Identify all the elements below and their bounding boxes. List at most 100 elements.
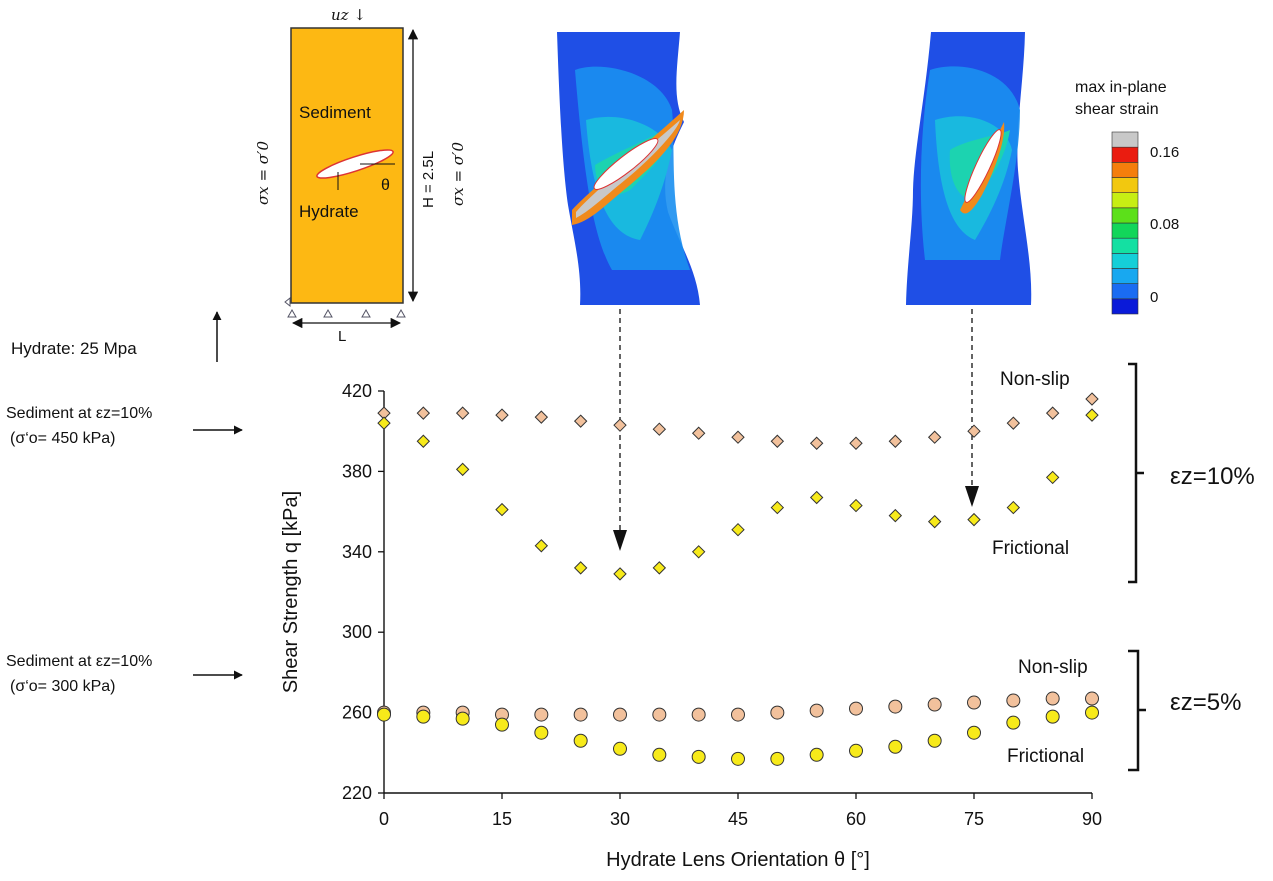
colorbar-swatches: [1111, 131, 1139, 315]
left-stress-label: σx = σ′0: [254, 141, 272, 205]
data-point-ez5-frictional: [1006, 715, 1021, 730]
data-point-ez10-nonslip: [495, 408, 509, 422]
data-point-ez5-nonslip: [534, 707, 549, 722]
x-tick-label: 0: [379, 809, 389, 829]
colorbar-swatch: [1111, 162, 1139, 178]
label-nonslip-10: Non-slip: [1000, 369, 1070, 390]
y-tick-label: 380: [342, 461, 372, 481]
data-point-ez5-frictional: [534, 725, 549, 740]
data-point-ez10-nonslip: [573, 414, 588, 428]
data-point-ez10-nonslip: [1045, 406, 1060, 420]
y-tick-label: 220: [342, 783, 372, 803]
data-point-ez5-frictional: [770, 751, 785, 766]
data-point-ez10-nonslip: [809, 436, 824, 450]
data-point-ez5-nonslip: [849, 701, 863, 716]
data-points: [377, 392, 1099, 766]
data-point-ez5-nonslip: [731, 707, 745, 722]
colorbar-swatch: [1111, 268, 1139, 284]
y-tick-label: 420: [342, 381, 372, 401]
data-point-ez10-nonslip: [927, 430, 942, 444]
data-point-ez10-nonslip: [888, 434, 903, 448]
data-point-ez10-nonslip: [455, 406, 470, 420]
x-tick-label: 30: [610, 809, 630, 829]
height-label: H = 2.5L: [420, 151, 437, 208]
roller-supports: [284, 296, 406, 318]
colorbar-title-line2: shear strain: [1075, 101, 1159, 118]
data-point-ez5-frictional: [888, 739, 903, 754]
sediment-label: Sediment: [299, 103, 371, 122]
data-point-ez5-frictional: [377, 707, 391, 722]
data-point-ez10-nonslip: [967, 424, 981, 438]
left-annotations: Hydrate: 25 Mpa Sediment at εz=10% (σ‘o=…: [6, 311, 243, 695]
colorbar-swatch: [1111, 298, 1139, 315]
fem-panel-theta-30: [557, 32, 700, 305]
x-tick-label: 75: [964, 809, 984, 829]
colorbar-swatch: [1111, 222, 1139, 239]
data-point-ez10-frictional: [770, 500, 785, 515]
colorbar: max in-plane shear strain 0.16 0.08 0: [1075, 79, 1179, 315]
data-point-ez5-frictional: [573, 733, 588, 748]
data-point-ez10-frictional: [613, 567, 627, 581]
label-nonslip-5: Non-slip: [1018, 657, 1088, 678]
data-point-ez10-frictional: [495, 502, 509, 517]
y-tick-label: 260: [342, 703, 372, 723]
plot: 0 15 30 45 60 75 90 220 260 300 340 380 420 Hydrate…: [280, 309, 1255, 871]
data-point-ez5-frictional: [652, 747, 667, 762]
data-point-ez5-frictional: [809, 747, 824, 762]
colorbar-swatch: [1111, 207, 1139, 224]
data-point-ez10-frictional: [967, 512, 981, 527]
group-label-ez10: εz=10%: [1170, 463, 1255, 490]
data-point-ez10-nonslip: [1006, 416, 1021, 430]
sediment-450-line1: Sediment at εz=10%: [6, 405, 152, 422]
sediment-300-line1: Sediment at εz=10%: [6, 653, 152, 670]
sediment-450-line2: (σ‘o= 450 kPa): [10, 430, 115, 447]
data-point-ez5-nonslip: [1006, 693, 1021, 708]
data-point-ez5-frictional: [967, 725, 981, 740]
data-point-ez5-frictional: [927, 733, 942, 748]
colorbar-swatch: [1111, 283, 1139, 300]
data-point-ez5-frictional: [455, 711, 470, 726]
colorbar-swatch: [1111, 131, 1139, 148]
data-point-ez10-nonslip: [534, 410, 549, 424]
data-point-ez5-frictional: [691, 749, 706, 764]
data-point-ez5-nonslip: [652, 707, 667, 722]
data-point-ez10-frictional: [888, 508, 903, 523]
fem-panel-theta-75: [906, 32, 1032, 305]
hydrate-annotation: Hydrate: 25 Mpa: [11, 339, 137, 358]
data-point-ez10-frictional: [927, 514, 942, 529]
data-point-ez5-frictional: [1045, 709, 1060, 724]
colorbar-swatch: [1111, 192, 1139, 209]
data-point-ez10-frictional: [691, 545, 706, 559]
data-point-ez5-nonslip: [1045, 691, 1060, 706]
y-ticks: 220 260 300 340 380 420: [342, 381, 384, 803]
colorbar-title-line1: max in-plane: [1075, 79, 1167, 96]
data-point-ez10-nonslip: [1085, 392, 1099, 406]
data-point-ez5-frictional: [849, 743, 863, 758]
data-point-ez5-nonslip: [1085, 691, 1099, 706]
x-tick-label: 90: [1082, 809, 1102, 829]
right-stress-label: σx = σ′0: [449, 142, 467, 206]
colorbar-swatch: [1111, 177, 1139, 193]
data-point-ez10-nonslip: [731, 430, 745, 444]
data-point-ez5-frictional: [731, 751, 745, 766]
bracket-ez10: [1128, 362, 1144, 584]
group-label-ez5: εz=5%: [1170, 689, 1241, 716]
data-point-ez5-frictional: [495, 717, 509, 732]
data-point-ez5-frictional: [1085, 705, 1099, 720]
label-frictional-10: Frictional: [992, 538, 1069, 559]
data-point-ez10-frictional: [849, 498, 863, 513]
data-point-ez10-frictional: [377, 416, 391, 430]
label-frictional-5: Frictional: [1007, 746, 1084, 767]
x-ticks: 0 15 30 45 60 75 90: [379, 793, 1102, 829]
data-point-ez10-frictional: [652, 561, 667, 575]
data-point-ez10-frictional: [416, 434, 431, 448]
data-point-ez10-nonslip: [652, 422, 667, 436]
x-tick-label: 15: [492, 809, 512, 829]
data-point-ez10-nonslip: [416, 406, 431, 420]
data-point-ez5-nonslip: [613, 707, 627, 722]
x-tick-label: 45: [728, 809, 748, 829]
colorbar-tick-016: 0.16: [1150, 144, 1179, 161]
data-point-ez10-nonslip: [849, 436, 863, 450]
schematic: uz ↓ Sediment θ Hydrate σx = σ′0 H = 2.5…: [254, 6, 467, 345]
